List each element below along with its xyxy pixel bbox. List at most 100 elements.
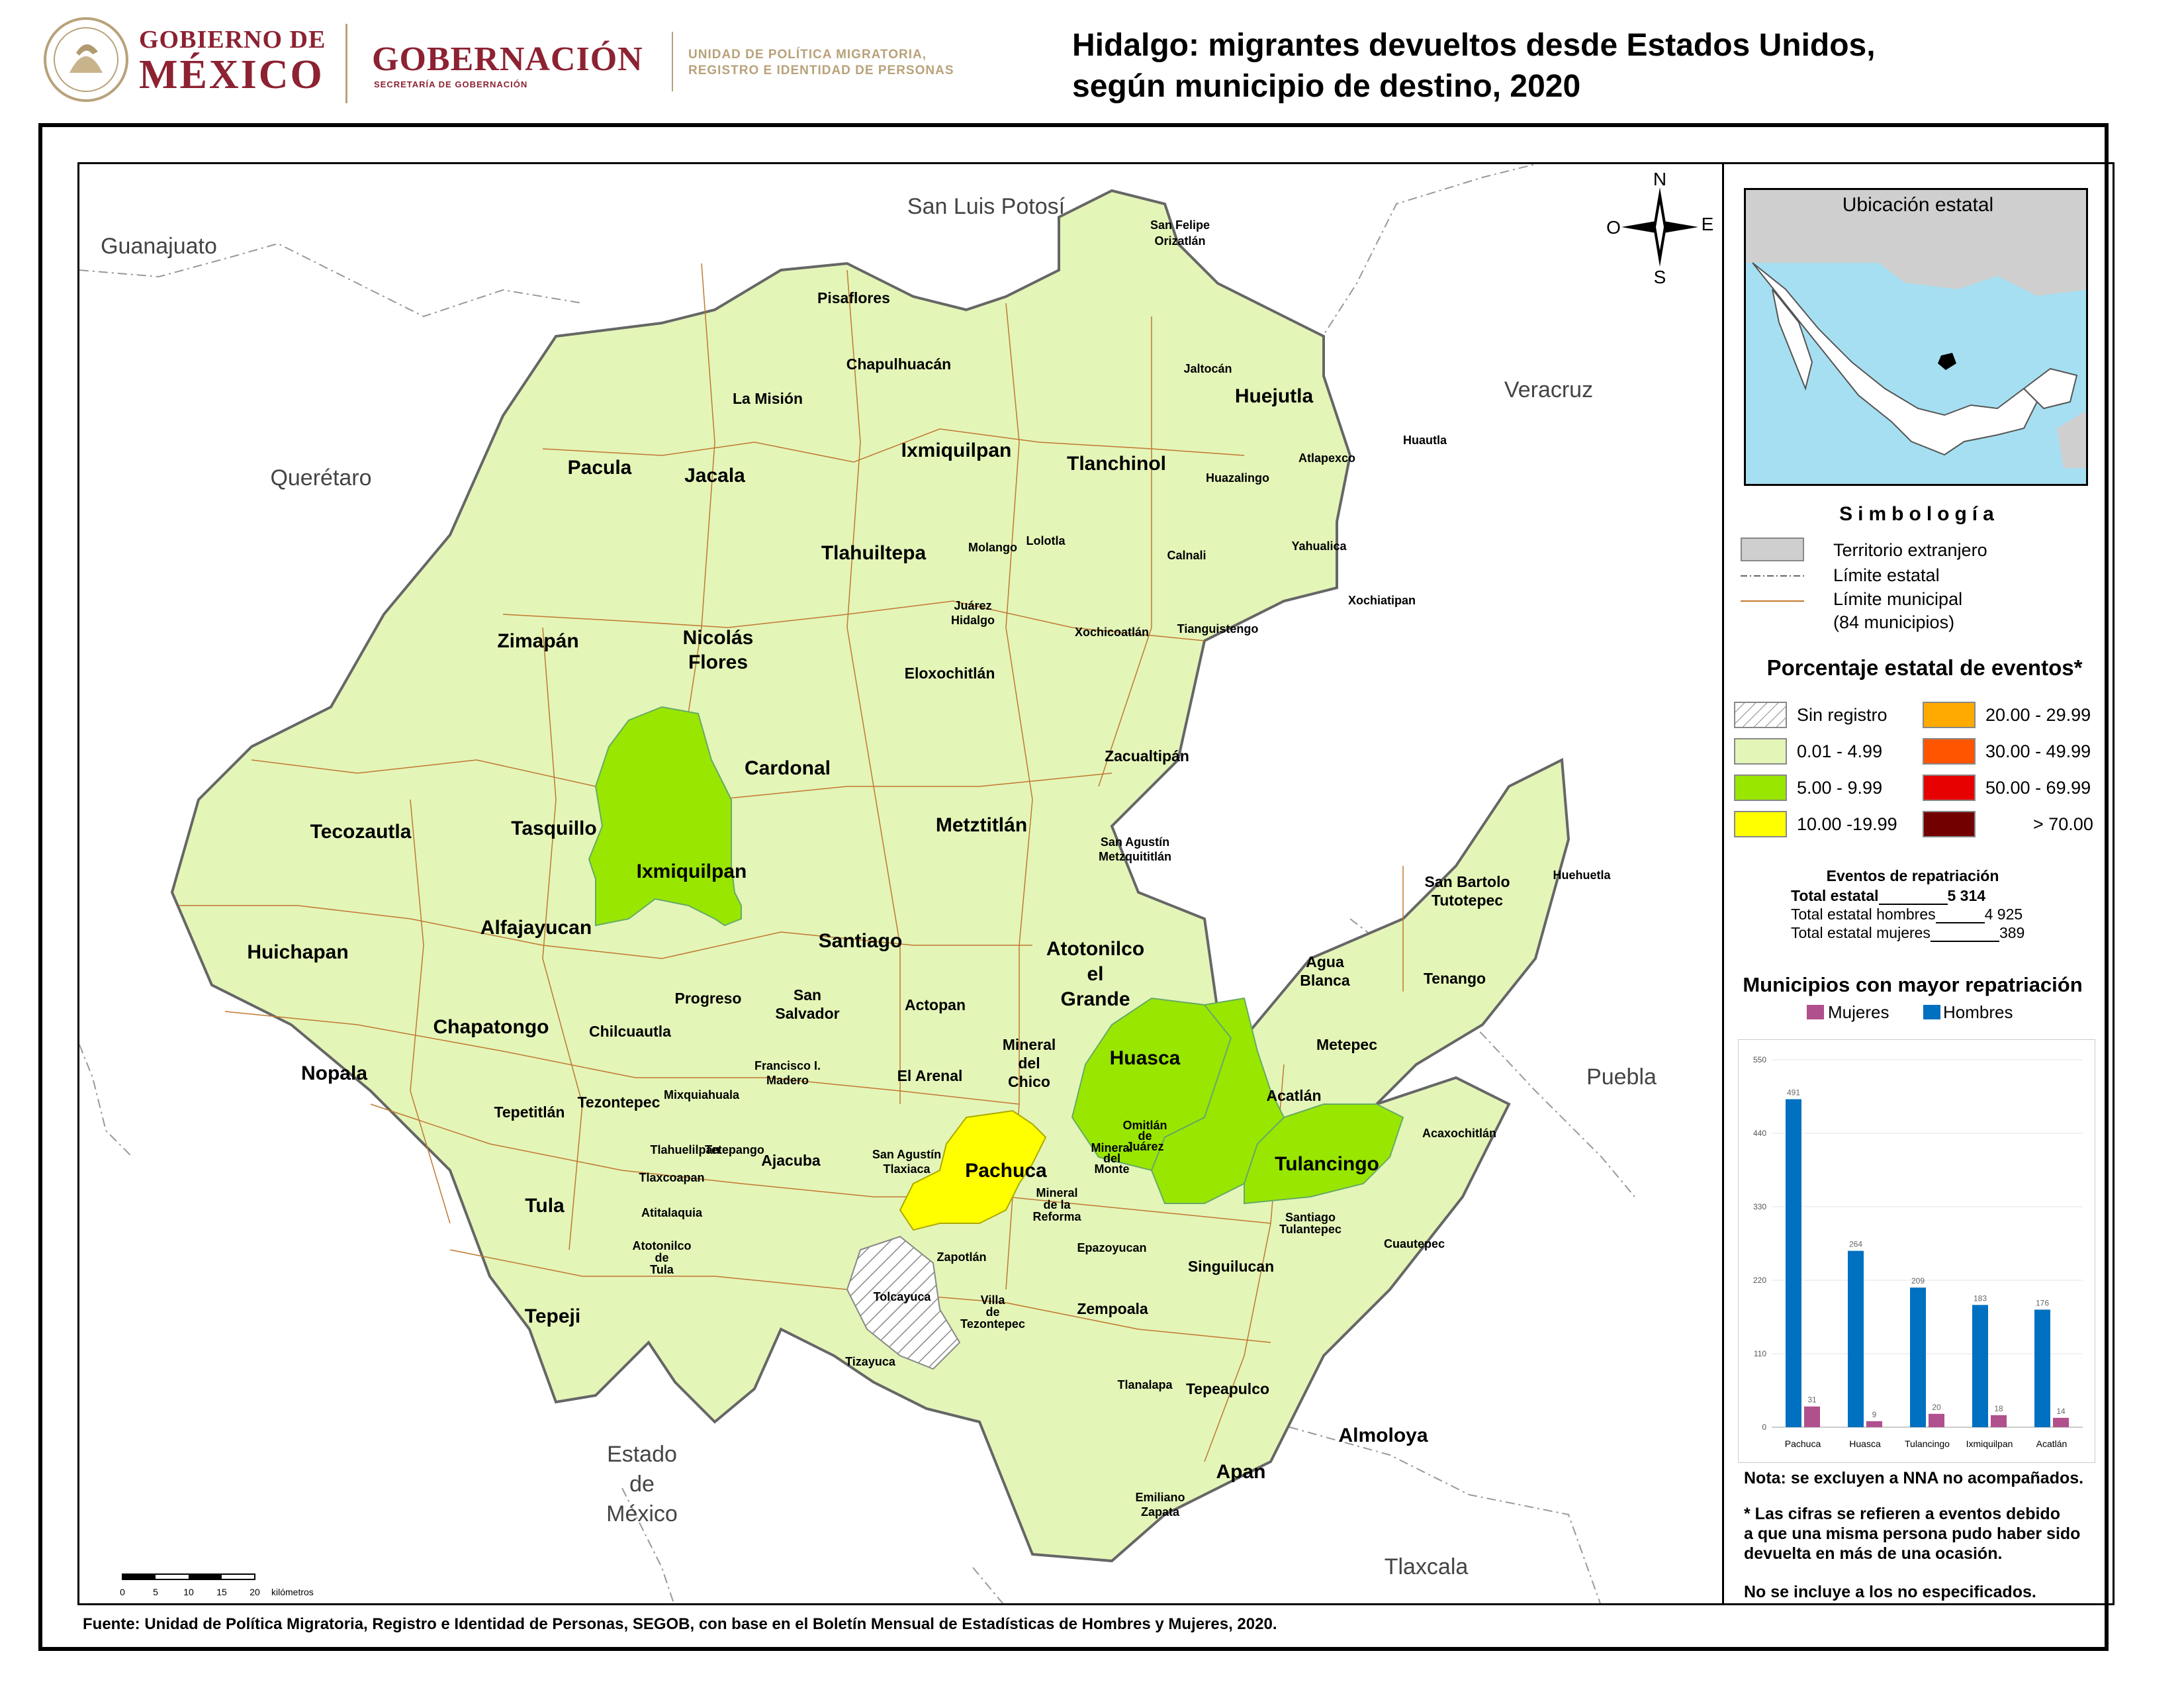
scale-tick-10: 10	[183, 1587, 194, 1597]
acatlan-region	[1150, 997, 1285, 1204]
map-area: Guanajuato San Luis Potosí Querétaro Ver…	[77, 162, 1724, 1605]
scale-tick-0: 0	[120, 1587, 125, 1597]
coat-of-arms-icon	[44, 17, 128, 102]
mun-ixmiquilpan-north: Ixmiquilpan	[901, 440, 1012, 461]
events-men-line	[1935, 922, 1985, 923]
events-total-label: Total estatal	[1791, 887, 1879, 904]
mun-almoloya: Almoloya	[1338, 1425, 1428, 1446]
label-hombres-3: 183	[1974, 1293, 1987, 1303]
class-swatch-2	[1734, 774, 1787, 801]
mun-apan: Apan	[1216, 1461, 1266, 1483]
y-tick-330: 330	[1753, 1202, 1766, 1211]
events-women-row: Total estatal mujeres 389	[1791, 924, 2025, 942]
scale-tick-15: 15	[216, 1587, 227, 1597]
mun-tecozautla: Tecozautla	[310, 821, 412, 843]
header-divider-2	[672, 32, 673, 91]
mun-xochiatipan: Xochiatipan	[1348, 594, 1416, 607]
compass-s: S	[1654, 267, 1666, 287]
class-legend: Sin registro 0.01 - 4.99 5.00 - 9.99 10.…	[1734, 702, 2111, 854]
mun-atotonilco-3: Grande	[1060, 988, 1130, 1010]
source-note: Fuente: Unidad de Política Migratoria, R…	[83, 1615, 1277, 1633]
mun-metztitlan: Metztitlán	[936, 814, 1027, 836]
class-swatch-6	[1923, 774, 1976, 801]
mun-ez-2: Zapata	[1141, 1505, 1180, 1519]
mun-el-arenal: El Arenal	[897, 1067, 963, 1084]
x-label-2: Tulancingo	[1905, 1438, 1950, 1449]
chart-title: Municipios con mayor repatriación	[1743, 973, 2083, 996]
mun-tlahuiltepa: Tlahuiltepa	[821, 542, 927, 564]
compass-w: O	[1606, 217, 1621, 238]
class-label-3: 10.00 -19.99	[1797, 814, 1897, 834]
mun-pacula: Pacula	[568, 457, 632, 479]
label-mujeres-0: 31	[1807, 1395, 1817, 1405]
side-panel	[1724, 162, 2115, 1605]
mun-mineral-chico-1: Mineral	[1003, 1036, 1056, 1053]
label-tlaxcala: Tlaxcala	[1385, 1554, 1469, 1579]
mun-limit-label-1: Límite municipal	[1833, 589, 1963, 609]
mun-tizayuca: Tizayuca	[845, 1355, 896, 1368]
mun-omitlan-1: Omitlán	[1122, 1119, 1167, 1132]
gov-line2: MÉXICO	[139, 52, 324, 97]
mun-limit-swatch	[1741, 600, 1804, 602]
mun-zapotlan: Zapotlán	[937, 1250, 987, 1264]
mun-eloxochitlan: Eloxochitlán	[905, 665, 995, 682]
mun-mdm-1: Mineral	[1091, 1141, 1132, 1154]
mun-santiago: Santiago	[819, 930, 903, 952]
events-women-value: 389	[1999, 924, 2025, 941]
class-swatch-3	[1734, 811, 1787, 837]
class-swatch-4	[1923, 702, 1976, 728]
class-swatch-sin-registro	[1734, 702, 1787, 728]
mun-chilcuautla: Chilcuautla	[589, 1023, 671, 1040]
mun-omitlan-2: de	[1138, 1129, 1152, 1143]
bar-hombres-4	[2034, 1309, 2050, 1427]
mun-huasca: Huasca	[1110, 1047, 1181, 1069]
title-line2: según municipio de destino, 2020	[1072, 69, 1581, 104]
symbology-title: Simbología	[1839, 503, 1999, 525]
class-swatch-7	[1923, 811, 1976, 837]
bar-mujeres-4	[2053, 1417, 2069, 1427]
mun-tianguistengo: Tianguistengo	[1177, 622, 1259, 635]
mun-nicolas-1: Nicolás	[683, 627, 754, 649]
mun-tolcayuca: Tolcayuca	[874, 1290, 932, 1303]
y-tick-110: 110	[1754, 1349, 1766, 1358]
inset-title: Ubicación estatal	[1842, 194, 1994, 216]
mun-tlahuelilpan: Tlahuelilpan	[650, 1143, 719, 1156]
bar-hombres-0	[1786, 1099, 1801, 1427]
chart-box: 0 110 220 330 440 550 491 31 Pachuca 264 9 Huasca 20…	[1738, 1039, 2095, 1463]
hidalgo-location-marker	[1938, 353, 1956, 370]
mun-san-felipe-2: Orizatlán	[1154, 234, 1205, 248]
mun-limit-label-2: (84 municipios)	[1833, 612, 1955, 632]
mun-tepeji: Tepeji	[525, 1305, 580, 1327]
mun-pachuca: Pachuca	[965, 1160, 1047, 1182]
class-label-1: 0.01 - 4.99	[1797, 741, 1883, 761]
mun-st-2: Tulantepec	[1279, 1223, 1342, 1236]
mun-jaltocan: Jaltocán	[1183, 362, 1232, 375]
pachuca-region	[899, 1109, 1047, 1231]
bar-hombres-2	[1910, 1288, 1926, 1427]
mun-pisaflores: Pisaflores	[817, 289, 890, 306]
mun-alfajayucan: Alfajayucan	[480, 917, 592, 939]
ministry-name: GOBERNACIÓN	[372, 40, 643, 78]
mun-jacala: Jacala	[684, 465, 745, 487]
inset-map: Ubicación estatal	[1744, 188, 2088, 486]
map-title: Hidalgo: migrantes devueltos desde Estad…	[1072, 25, 2065, 107]
mun-chapulhuacan: Chapulhuacán	[846, 355, 951, 373]
mun-tula: Tula	[525, 1195, 565, 1217]
events-title: Eventos de repatriación	[1826, 867, 1999, 884]
mun-chapatongo: Chapatongo	[433, 1016, 549, 1038]
mun-zimapan: Zimapán	[497, 630, 578, 652]
bar-mujeres-2	[1929, 1413, 1944, 1427]
bar-mujeres-3	[1991, 1415, 2007, 1427]
mexico-inset	[1746, 190, 2086, 468]
mun-cardonal: Cardonal	[745, 757, 831, 779]
mun-tlanchinol: Tlanchinol	[1067, 453, 1166, 475]
scale-tick-5: 5	[153, 1587, 158, 1597]
x-label-3: Ixmiquilpan	[1966, 1438, 2013, 1449]
events-women-label: Total estatal mujeres	[1791, 924, 1931, 941]
mun-cuautepec: Cuautepec	[1384, 1237, 1445, 1250]
events-total-value: 5 314	[1947, 887, 1986, 904]
bar-chart: 0 110 220 330 440 550 491 31 Pachuca 264 9 Huasca 20…	[1753, 1055, 2083, 1449]
events-total-row: Total estatal 5 314	[1791, 887, 1985, 905]
legend-mujeres-swatch	[1807, 1005, 1824, 1019]
mun-sam-1: San Agustín	[1101, 835, 1169, 849]
